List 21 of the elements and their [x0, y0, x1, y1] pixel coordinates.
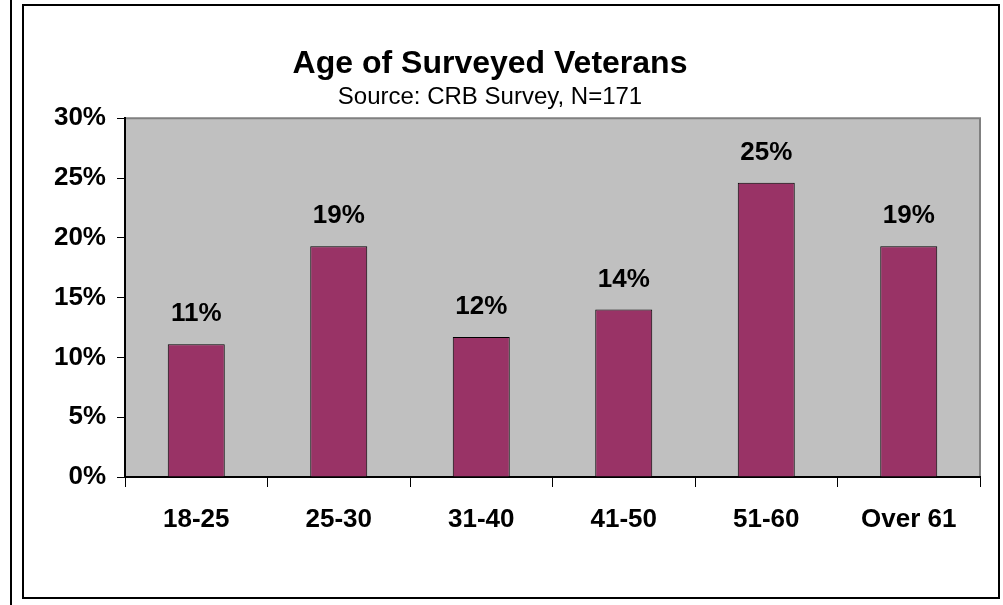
- chart-subtitle: Source: CRB Survey, N=171: [337, 82, 643, 110]
- data-label: 25%: [740, 135, 793, 166]
- data-label: 19%: [312, 199, 365, 230]
- x-tick-label: 31-40: [448, 502, 515, 533]
- y-tick-label: 0%: [68, 460, 106, 491]
- x-tick-label: 51-60: [733, 502, 800, 533]
- x-tick-label: 25-30: [305, 502, 372, 533]
- y-tick-label: 25%: [53, 161, 106, 192]
- data-label: 19%: [882, 199, 935, 230]
- data-label: 14%: [597, 262, 650, 293]
- x-tick-label: Over 61: [861, 502, 957, 533]
- y-tick-label: 10%: [53, 340, 106, 371]
- data-label: 11%: [170, 297, 222, 328]
- chart-title: Age of Surveyed Veterans: [292, 44, 688, 81]
- y-tick-label: 20%: [53, 220, 106, 251]
- x-tick-label: 18-25: [163, 502, 230, 533]
- y-tick-label: 30%: [53, 101, 106, 132]
- x-tick-label: 41-50: [590, 502, 657, 533]
- data-label: 12%: [455, 290, 508, 321]
- y-tick-label: 15%: [53, 280, 106, 311]
- y-tick-label: 5%: [68, 400, 106, 431]
